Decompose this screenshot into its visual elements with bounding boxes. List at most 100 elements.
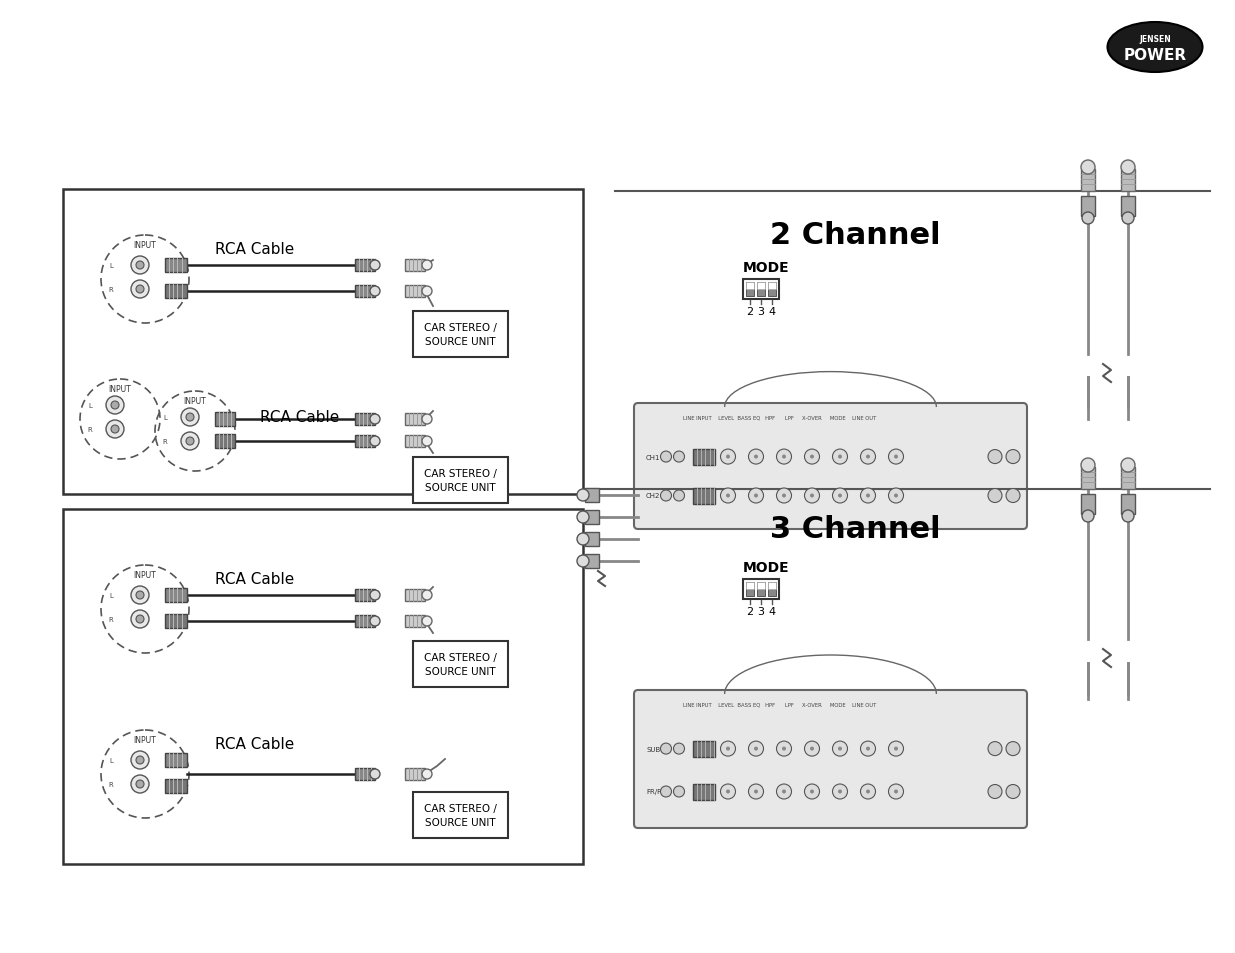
- Text: INPUT: INPUT: [133, 736, 157, 744]
- Circle shape: [370, 769, 380, 780]
- Circle shape: [136, 781, 144, 788]
- Circle shape: [186, 414, 194, 421]
- Circle shape: [782, 494, 785, 498]
- Circle shape: [111, 401, 119, 410]
- Circle shape: [988, 741, 1002, 756]
- Circle shape: [1082, 511, 1094, 522]
- Circle shape: [182, 409, 199, 427]
- Text: 2 Channel: 2 Channel: [769, 220, 940, 250]
- Circle shape: [861, 784, 876, 800]
- Text: INPUT: INPUT: [133, 571, 157, 579]
- Bar: [165, 780, 186, 793]
- Circle shape: [577, 534, 589, 545]
- Bar: [585, 533, 599, 546]
- Text: 3 Channel: 3 Channel: [769, 515, 940, 544]
- Circle shape: [422, 436, 432, 447]
- Circle shape: [832, 450, 847, 464]
- Text: RCA Cable: RCA Cable: [261, 410, 340, 425]
- Circle shape: [422, 590, 432, 600]
- Circle shape: [136, 757, 144, 764]
- Bar: [757, 582, 764, 589]
- Bar: [757, 283, 764, 296]
- Circle shape: [810, 790, 814, 794]
- Circle shape: [131, 281, 149, 298]
- Circle shape: [839, 790, 842, 794]
- Circle shape: [894, 494, 898, 498]
- Text: SOURCE UNIT: SOURCE UNIT: [425, 482, 495, 493]
- Bar: [768, 582, 776, 597]
- Circle shape: [861, 450, 876, 464]
- Circle shape: [832, 741, 847, 757]
- Circle shape: [810, 747, 814, 751]
- Bar: [585, 555, 599, 568]
- Circle shape: [422, 261, 432, 271]
- Circle shape: [866, 494, 869, 498]
- Circle shape: [577, 490, 589, 501]
- Circle shape: [136, 286, 144, 294]
- Circle shape: [370, 590, 380, 600]
- Circle shape: [894, 747, 898, 751]
- Circle shape: [673, 743, 684, 755]
- Circle shape: [131, 610, 149, 628]
- Circle shape: [720, 784, 736, 800]
- Circle shape: [422, 769, 432, 780]
- Circle shape: [988, 450, 1002, 464]
- Bar: [1121, 196, 1135, 216]
- FancyBboxPatch shape: [634, 690, 1028, 828]
- Bar: [354, 616, 375, 627]
- Bar: [1121, 468, 1135, 490]
- Bar: [746, 283, 755, 290]
- Circle shape: [136, 616, 144, 623]
- Text: INPUT: INPUT: [184, 397, 206, 406]
- Circle shape: [720, 450, 736, 464]
- Bar: [405, 616, 425, 627]
- Circle shape: [131, 586, 149, 604]
- Text: CAR STEREO /: CAR STEREO /: [424, 323, 496, 333]
- Circle shape: [888, 741, 904, 757]
- Bar: [412, 312, 508, 357]
- Circle shape: [888, 784, 904, 800]
- Circle shape: [726, 790, 730, 794]
- Bar: [354, 589, 375, 601]
- Circle shape: [661, 786, 672, 797]
- Bar: [1121, 495, 1135, 515]
- Bar: [412, 641, 508, 687]
- Text: CH2: CH2: [646, 493, 661, 499]
- Text: 2: 2: [746, 606, 753, 617]
- Bar: [165, 753, 186, 767]
- Text: 4: 4: [768, 606, 776, 617]
- Circle shape: [1121, 458, 1135, 473]
- Circle shape: [839, 456, 842, 459]
- Bar: [757, 283, 764, 290]
- Text: CH1: CH1: [646, 454, 661, 460]
- Circle shape: [988, 784, 1002, 799]
- Text: R: R: [109, 781, 114, 787]
- Bar: [165, 615, 186, 628]
- Circle shape: [726, 456, 730, 459]
- Circle shape: [1123, 511, 1134, 522]
- Bar: [693, 488, 715, 504]
- Bar: [693, 783, 715, 800]
- Text: LINE INPUT    LEVEL  BASS EQ   HPF      LPF     X-OVER     MODE    LINE OUT: LINE INPUT LEVEL BASS EQ HPF LPF X-OVER …: [683, 701, 877, 707]
- Circle shape: [894, 456, 898, 459]
- Bar: [63, 190, 583, 495]
- Circle shape: [777, 489, 792, 503]
- Bar: [165, 285, 186, 298]
- Circle shape: [894, 790, 898, 794]
- Text: SOURCE UNIT: SOURCE UNIT: [425, 817, 495, 827]
- Circle shape: [182, 433, 199, 451]
- Circle shape: [777, 450, 792, 464]
- Bar: [746, 582, 755, 597]
- Text: JENSEN: JENSEN: [1139, 35, 1171, 45]
- Circle shape: [988, 489, 1002, 503]
- Bar: [1121, 170, 1135, 192]
- Circle shape: [370, 436, 380, 447]
- Circle shape: [1081, 458, 1095, 473]
- Circle shape: [832, 784, 847, 800]
- Text: RCA Cable: RCA Cable: [215, 737, 295, 752]
- Circle shape: [777, 784, 792, 800]
- Bar: [412, 457, 508, 503]
- Bar: [1081, 196, 1095, 216]
- Circle shape: [422, 287, 432, 296]
- Text: RCA Cable: RCA Cable: [215, 572, 295, 587]
